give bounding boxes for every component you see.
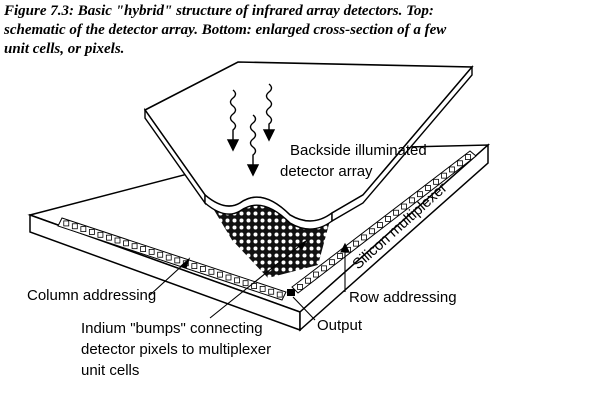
bond-pad [114, 237, 121, 244]
bond-pad [225, 274, 232, 281]
bond-pad [123, 240, 129, 247]
bond-pad [140, 246, 147, 252]
bond-pad [191, 263, 198, 270]
bond-pad [268, 288, 275, 295]
bond-pad [393, 209, 399, 216]
multiplexer-right-face [299, 143, 489, 332]
bond-pad [449, 166, 455, 173]
bond-pad [321, 265, 327, 272]
backside-label-line-2: detector array [280, 163, 373, 180]
bond-pad [259, 285, 266, 292]
bond-pad [88, 229, 95, 235]
illumination-arrows [226, 83, 276, 177]
bond-pad [71, 223, 78, 230]
bond-pad [313, 271, 319, 278]
bond-pad [174, 257, 181, 264]
bond-pad [465, 154, 471, 160]
light-arrow-2 [265, 83, 273, 132]
light-arrow-1 [229, 89, 237, 142]
bond-pad [401, 203, 407, 210]
bond-pad [369, 228, 375, 235]
bond-pad [417, 191, 423, 198]
bond-pad [297, 284, 303, 290]
bond-pad [97, 231, 104, 238]
output-pad [287, 289, 295, 296]
bond-pad [157, 251, 164, 258]
bond-pad [234, 277, 240, 284]
bond-pad [385, 216, 391, 222]
bond-pad [361, 234, 367, 241]
bond-pad [199, 266, 206, 272]
caption-line-1: Figure 7.3: Basic "hybrid" structure of … [4, 3, 434, 19]
column-addressing-label: Column addressing [27, 287, 156, 304]
bond-pad [217, 271, 223, 278]
bond-pad [131, 243, 138, 250]
bond-pad [409, 197, 415, 204]
indium-label-line-1: Indium "bumps" connecting [81, 320, 263, 337]
indium-label-line-3: unit cells [81, 362, 139, 379]
bond-pad [433, 178, 439, 185]
indium-label-line-2: detector pixels to multiplexer [81, 341, 271, 358]
bond-pad [208, 268, 215, 275]
bond-pad [337, 253, 343, 259]
bond-pad [165, 254, 172, 261]
bond-pad [425, 185, 431, 191]
bond-pad [251, 283, 258, 289]
output-label: Output [317, 317, 363, 334]
bond-pad [80, 226, 87, 233]
row-pads [297, 154, 471, 290]
bond-pad [377, 222, 383, 228]
detector-front-face [331, 65, 473, 223]
backside-label-line-1: Backside illuminated [290, 142, 427, 159]
light-arrow-3 [249, 114, 257, 167]
caption-line-2: schematic of the detector array. Bottom:… [4, 22, 447, 38]
bond-pad [63, 220, 70, 227]
bond-pad [441, 172, 447, 179]
bond-pad [305, 277, 311, 284]
bond-pad [353, 240, 359, 247]
row-addressing-label: Row addressing [349, 289, 457, 306]
bond-pad [242, 280, 249, 287]
detector-array [143, 61, 474, 230]
leader-lines [149, 239, 350, 321]
bond-pad [329, 259, 335, 266]
bond-pad [276, 291, 283, 298]
bond-pad [106, 234, 112, 241]
caption-line-3: unit cells, or pixels. [4, 41, 125, 57]
bond-pad [457, 160, 463, 167]
figure-caption: Figure 7.3: Basic "hybrid" structure of … [4, 2, 592, 59]
bond-pad [148, 248, 155, 255]
